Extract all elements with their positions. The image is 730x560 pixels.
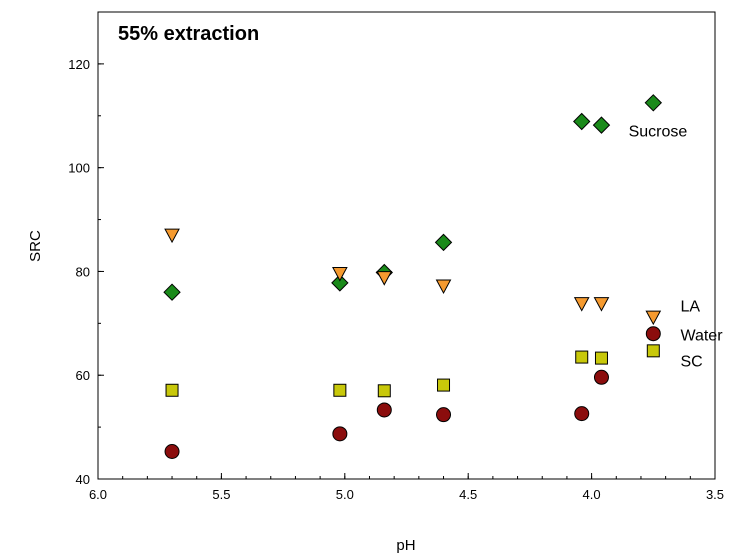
- x-tick-label: 4.0: [583, 487, 601, 502]
- circle-marker: [436, 407, 452, 423]
- x-tick-label: 5.5: [212, 487, 230, 502]
- series-annotations: Sucrose LA Water SC: [629, 123, 724, 370]
- chart-title: 55% extraction: [118, 23, 259, 45]
- square-marker: [575, 350, 589, 364]
- series-annotation: LA: [680, 299, 700, 316]
- triangle-marker: [376, 271, 393, 286]
- y-tick-label: 40: [76, 472, 90, 487]
- y-tick-label: 100: [68, 161, 90, 176]
- triangle-marker: [593, 297, 610, 312]
- square-marker: [437, 378, 451, 392]
- series-annotation: SC: [680, 354, 702, 371]
- triangle-marker: [435, 279, 452, 295]
- square-marker: [333, 383, 347, 397]
- circle-marker: [332, 426, 348, 442]
- y-tick-label: 60: [76, 368, 90, 383]
- series-annotation: Water: [680, 328, 723, 345]
- x-axis-title: pH: [396, 537, 415, 554]
- x-tick-label: 5.0: [336, 487, 354, 502]
- diamond-marker: [331, 274, 349, 292]
- y-axis: 40 60 80 100 120: [68, 11, 104, 487]
- diamond-marker: [592, 116, 611, 134]
- square-marker: [646, 344, 660, 358]
- y-axis-title: SRC: [27, 230, 44, 262]
- circle-marker: [574, 406, 590, 422]
- x-tick-label: 4.5: [459, 487, 477, 502]
- triangle-marker: [164, 228, 180, 244]
- square-marker: [377, 384, 391, 398]
- circle-marker: [593, 369, 609, 385]
- square-marker: [165, 383, 179, 397]
- plot-frame: [97, 11, 716, 480]
- x-tick-label: 6.0: [89, 487, 107, 502]
- square-marker: [594, 351, 608, 365]
- triangle-marker: [573, 297, 590, 312]
- circle-marker: [376, 402, 392, 418]
- triangle-marker: [645, 310, 662, 326]
- y-tick-label: 120: [68, 57, 90, 72]
- triangle-marker: [332, 267, 348, 282]
- x-axis: 6.0 5.5 5.0 4.5 4.0 3.5: [89, 473, 724, 502]
- diamond-marker: [434, 233, 453, 252]
- series-annotation: Sucrose: [629, 123, 688, 140]
- data-points: [163, 94, 663, 459]
- y-tick-label: 80: [76, 264, 90, 279]
- diamond-marker: [163, 283, 181, 301]
- diamond-marker: [573, 112, 591, 131]
- circle-marker: [645, 326, 661, 342]
- diamond-marker: [644, 94, 663, 112]
- circle-marker: [164, 443, 180, 459]
- x-tick-label: 3.5: [706, 487, 724, 502]
